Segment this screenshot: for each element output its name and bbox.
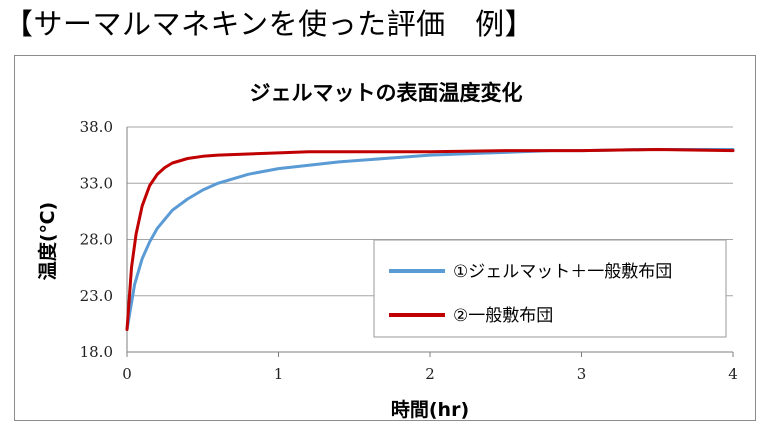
- legend-label-1: ①ジェルマット＋一般敷布団: [453, 262, 672, 282]
- y-tick-label: 18.0: [80, 343, 113, 361]
- x-tick-label: 3: [577, 365, 587, 383]
- y-axis-label: 温度(℃): [36, 202, 59, 280]
- x-axis-label: 時間(hr): [391, 399, 469, 421]
- legend-label-2: ②一般敷布団: [453, 306, 553, 326]
- x-tick-label: 4: [728, 365, 738, 383]
- y-tick-label: 23.0: [80, 287, 113, 305]
- x-tick-label: 2: [425, 365, 435, 383]
- chart-frame: ジェルマットの表面温度変化 18.0 23.0 28.0 33.0 38.0 0 1 2 3 4 …: [14, 55, 756, 421]
- y-tick-label: 28.0: [80, 231, 113, 249]
- temperature-line-chart: ジェルマットの表面温度変化 18.023.028.033.038.00 1 2 3 4 …: [36, 81, 738, 421]
- y-tick-label: 33.0: [80, 174, 113, 192]
- legend-box: [373, 239, 727, 338]
- series-lines: [125, 148, 735, 331]
- x-tick-label: 1: [274, 365, 284, 383]
- x-tick-label: 0: [122, 365, 132, 383]
- legend: ①ジェルマット＋一般敷布団 ②一般敷布団: [373, 239, 727, 338]
- y-tick-label: 38.0: [80, 118, 113, 136]
- page-heading: 【サーマルマネキンを使った評価 例】: [4, 7, 535, 41]
- axis-ticks: 18.0 23.0 28.0 33.0 38.0 0 1 2 3 4: [80, 118, 738, 383]
- chart-title: ジェルマットの表面温度変化: [250, 81, 523, 105]
- series-line-2: [125, 148, 735, 331]
